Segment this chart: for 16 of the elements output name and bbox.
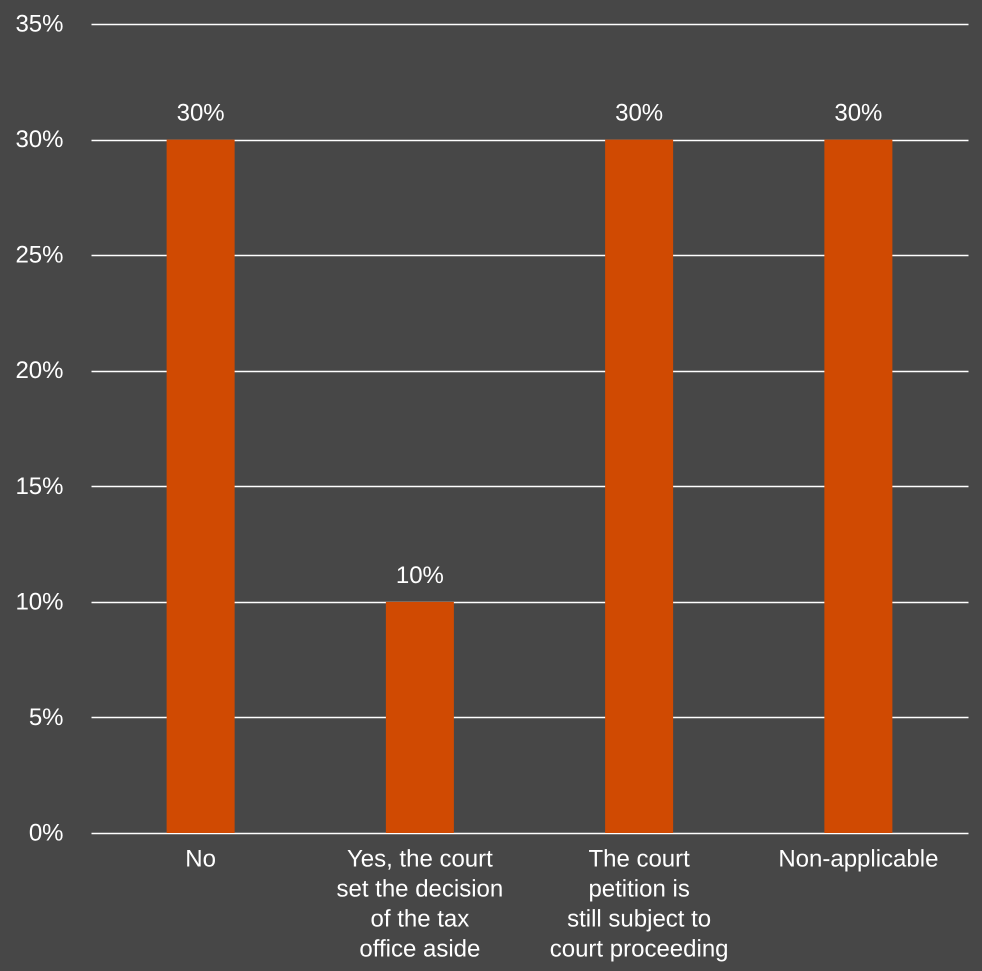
y-tick-label: 10%: [15, 588, 64, 616]
y-tick-label: 15%: [15, 472, 64, 500]
data-label: 30%: [176, 100, 225, 127]
x-tick-label: No: [185, 846, 216, 872]
data-label: 30%: [615, 100, 664, 127]
y-tick-label: 5%: [28, 704, 64, 731]
data-label: 30%: [834, 100, 882, 127]
x-tick-label: Non-applicable: [778, 846, 938, 872]
y-tick-label: 20%: [15, 357, 64, 384]
y-tick-label: 35%: [15, 10, 64, 38]
data-label: 10%: [396, 562, 444, 589]
x-tick-label: The court petition is still subject to court proceeding: [550, 846, 729, 962]
y-tick-label: 25%: [15, 242, 64, 269]
y-tick-label: 0%: [28, 820, 64, 846]
x-tick-label: Yes, the court set the decision of the tax office aside: [336, 846, 504, 962]
y-tick-label: 30%: [15, 126, 64, 154]
